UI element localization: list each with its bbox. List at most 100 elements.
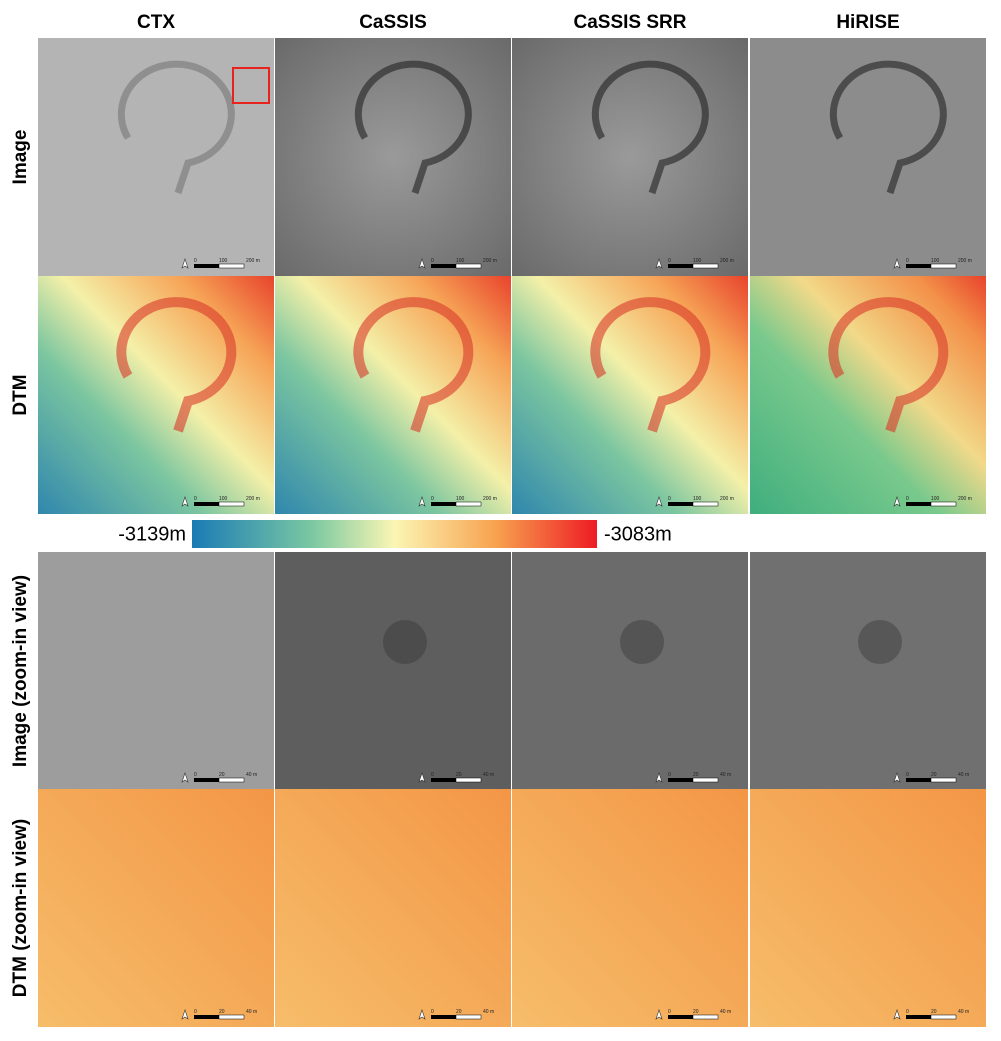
panel-image: [512, 789, 748, 1027]
crater-rim: [828, 297, 949, 433]
scale-bar-dark: [906, 502, 931, 506]
scale-bar-label: 0: [431, 496, 434, 502]
scale-bar-label: 40 m: [483, 772, 494, 778]
scale-bar-label: 100: [219, 258, 228, 264]
scale-bar-light: [692, 1014, 719, 1020]
panel: 0 100 200 m: [512, 276, 748, 514]
panel: 0 100 200 m: [750, 276, 986, 514]
scale-bar-label: 40 m: [720, 1009, 731, 1015]
scale-bar-light: [455, 777, 482, 783]
scale-bar-label: 0: [194, 772, 197, 778]
panel: 0 20 40 m: [275, 552, 511, 790]
panel: 0 100 200 m: [38, 38, 274, 276]
panel-image: [38, 789, 274, 1027]
scale-bar-light: [930, 501, 957, 507]
scale-bar-label: 0: [668, 772, 671, 778]
north-arrow: [655, 496, 663, 507]
scale-bar-label: 0: [194, 496, 197, 502]
panel-image: [38, 552, 274, 790]
scale-bar-label: 20: [456, 1009, 462, 1015]
column-header: HiRISE: [836, 12, 899, 33]
scale-bar-label: 0: [668, 496, 671, 502]
scale-bar-label: 0: [194, 1009, 197, 1015]
scale-bar-dark: [668, 502, 693, 506]
panel-image: [512, 552, 748, 790]
colorbar: [192, 520, 597, 548]
north-arrow: [418, 772, 426, 783]
scale-bar-label: 0: [431, 258, 434, 264]
scale-bar-label: 20: [456, 772, 462, 778]
column-header: CTX: [137, 12, 175, 33]
scale-bar-label: 200 m: [958, 496, 972, 502]
scale-bar-label: 20: [931, 772, 937, 778]
crater: [620, 620, 664, 664]
crater-rim: [591, 60, 709, 195]
scale-bar-label: 0: [431, 1009, 434, 1015]
scale-bar-label: 200 m: [483, 496, 497, 502]
column-header: CaSSIS SRR: [574, 12, 687, 33]
panel-image: [750, 552, 986, 790]
north-arrow: [418, 496, 426, 507]
scale-bar-dark: [431, 264, 456, 268]
north-arrow: [893, 1009, 901, 1020]
scale-bar-label: 200 m: [958, 258, 972, 264]
scale-bar-label: 100: [456, 496, 465, 502]
panel-image: [512, 276, 748, 514]
panel-image: [512, 38, 748, 276]
north-arrow: [655, 772, 663, 783]
scale-bar-light: [930, 777, 957, 783]
scale-bar-label: 100: [693, 258, 702, 264]
panel-image: [750, 38, 986, 276]
panel-image: [750, 276, 986, 514]
scale-bar-dark: [668, 264, 693, 268]
scale-bar-label: 0: [906, 1009, 909, 1015]
scale-bar-label: 100: [931, 496, 940, 502]
scale-bar-light: [930, 1014, 957, 1020]
panel-image: [275, 38, 511, 276]
scale-bar-label: 200 m: [720, 258, 734, 264]
panel: 0 20 40 m: [750, 552, 986, 790]
panel-image: [38, 276, 274, 514]
panel: 0 20 40 m: [38, 552, 274, 790]
colorbar-max: -3083m: [604, 523, 672, 545]
scale-bar-label: 20: [219, 772, 225, 778]
scale-bar-label: 200 m: [720, 496, 734, 502]
scale-bar-light: [692, 263, 719, 269]
scale-bar-dark: [906, 778, 931, 782]
scale-bar-dark: [194, 1015, 219, 1019]
colorbar-min: -3139m: [118, 523, 186, 545]
scale-bar-light: [218, 501, 245, 507]
scale-bar-light: [455, 1014, 482, 1020]
north-arrow: [181, 496, 189, 507]
row-label: DTM: [10, 374, 31, 415]
scale-bar-label: 0: [668, 258, 671, 264]
panel: 0 20 40 m: [512, 552, 748, 790]
scale-bar-label: 40 m: [720, 772, 731, 778]
scale-bar-dark: [906, 264, 931, 268]
scale-bar-label: 0: [906, 258, 909, 264]
scale-bar-label: 40 m: [246, 772, 257, 778]
scale-bar-dark: [431, 1015, 456, 1019]
scale-bar-dark: [906, 1015, 931, 1019]
north-arrow: [893, 496, 901, 507]
row-label: DTM (zoom-in view): [10, 819, 31, 997]
panel: 0 100 200 m: [750, 38, 986, 276]
north-arrow: [893, 772, 901, 783]
north-arrow: [181, 1009, 189, 1020]
scale-bar-label: 40 m: [958, 1009, 969, 1015]
north-arrow: [655, 1009, 663, 1020]
scale-bar-light: [692, 501, 719, 507]
crater-rim: [829, 60, 947, 195]
scale-bar-label: 20: [693, 1009, 699, 1015]
scale-bar-label: 0: [906, 772, 909, 778]
row-label: Image (zoom-in view): [10, 575, 31, 767]
scale-bar-label: 100: [931, 258, 940, 264]
panel-image: [275, 552, 511, 790]
panel: 0 20 40 m: [275, 789, 511, 1027]
scale-bar-label: 0: [906, 496, 909, 502]
north-arrow: [418, 1009, 426, 1020]
panel-image: [750, 789, 986, 1027]
panel: 0 100 200 m: [512, 38, 748, 276]
crater-rim: [116, 297, 237, 433]
scale-bar-dark: [194, 778, 219, 782]
